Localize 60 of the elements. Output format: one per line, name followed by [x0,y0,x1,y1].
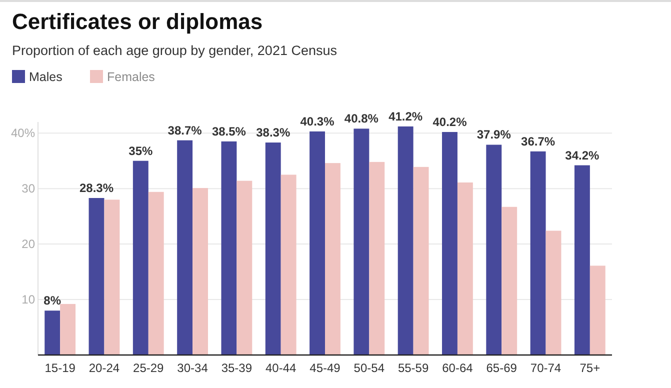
bar [486,144,502,355]
bar [354,128,370,355]
x-tick-label: 55-59 [398,361,429,375]
bar [44,310,60,355]
bar [502,206,518,355]
bar [221,141,237,355]
y-tick-label: 40% [10,126,36,140]
x-tick-label: 30-34 [177,361,208,375]
bar [325,163,340,355]
data-label: 40.8% [344,112,379,126]
bar [60,304,76,355]
bar [177,140,193,355]
x-tick-label: 50-54 [354,361,385,375]
bar [148,192,164,355]
y-tick-label: 30 [22,182,36,196]
legend-label: Males [29,70,62,84]
x-tick-label: 35-39 [221,361,252,375]
bar [132,160,148,355]
bar [310,131,325,355]
bar [546,230,562,355]
data-label: 37.9% [476,128,512,142]
data-label: 28.3% [79,181,114,195]
bar [590,266,606,355]
y-tick-label: 20 [22,237,36,252]
x-tick-label: 60-64 [442,361,474,375]
chart-title: Certificates or diplomas [12,9,263,34]
data-label: 35% [128,144,153,158]
data-label: 41.2% [388,109,423,124]
bar [442,132,458,355]
x-tick-label: 65-69 [486,361,518,375]
bar [369,162,385,355]
data-label: 8% [44,294,62,308]
bar [574,165,590,355]
chart-subtitle: Proportion of each age group by gender, 2021 Census [12,43,338,58]
x-tick-label: 70-74 [530,361,562,375]
bar [413,166,429,355]
data-label: 38.3% [256,126,290,140]
x-tick-label: 20-24 [88,361,120,375]
data-label: 38.5% [212,124,246,138]
data-label: 38.7% [168,123,202,138]
x-tick-label: 45-49 [310,361,341,375]
x-tick-label: 75+ [580,361,600,375]
y-tick-label: 10 [22,292,36,307]
x-tick-label: 15-19 [44,361,76,375]
bar [265,142,281,355]
legend-label: Females [107,70,155,84]
x-tick-label: 25-29 [133,361,164,375]
x-tick-label: 40-44 [265,361,297,375]
bar [280,174,296,355]
bar [104,200,120,355]
data-label: 40.3% [300,114,335,128]
data-label: 40.2% [432,114,468,129]
bar [398,126,414,355]
bar [192,188,208,355]
bar [457,182,473,355]
bar [530,151,546,355]
data-label: 36.7% [521,134,556,148]
data-label: 34.2% [565,148,600,162]
bar [88,198,104,355]
bar [236,180,252,355]
